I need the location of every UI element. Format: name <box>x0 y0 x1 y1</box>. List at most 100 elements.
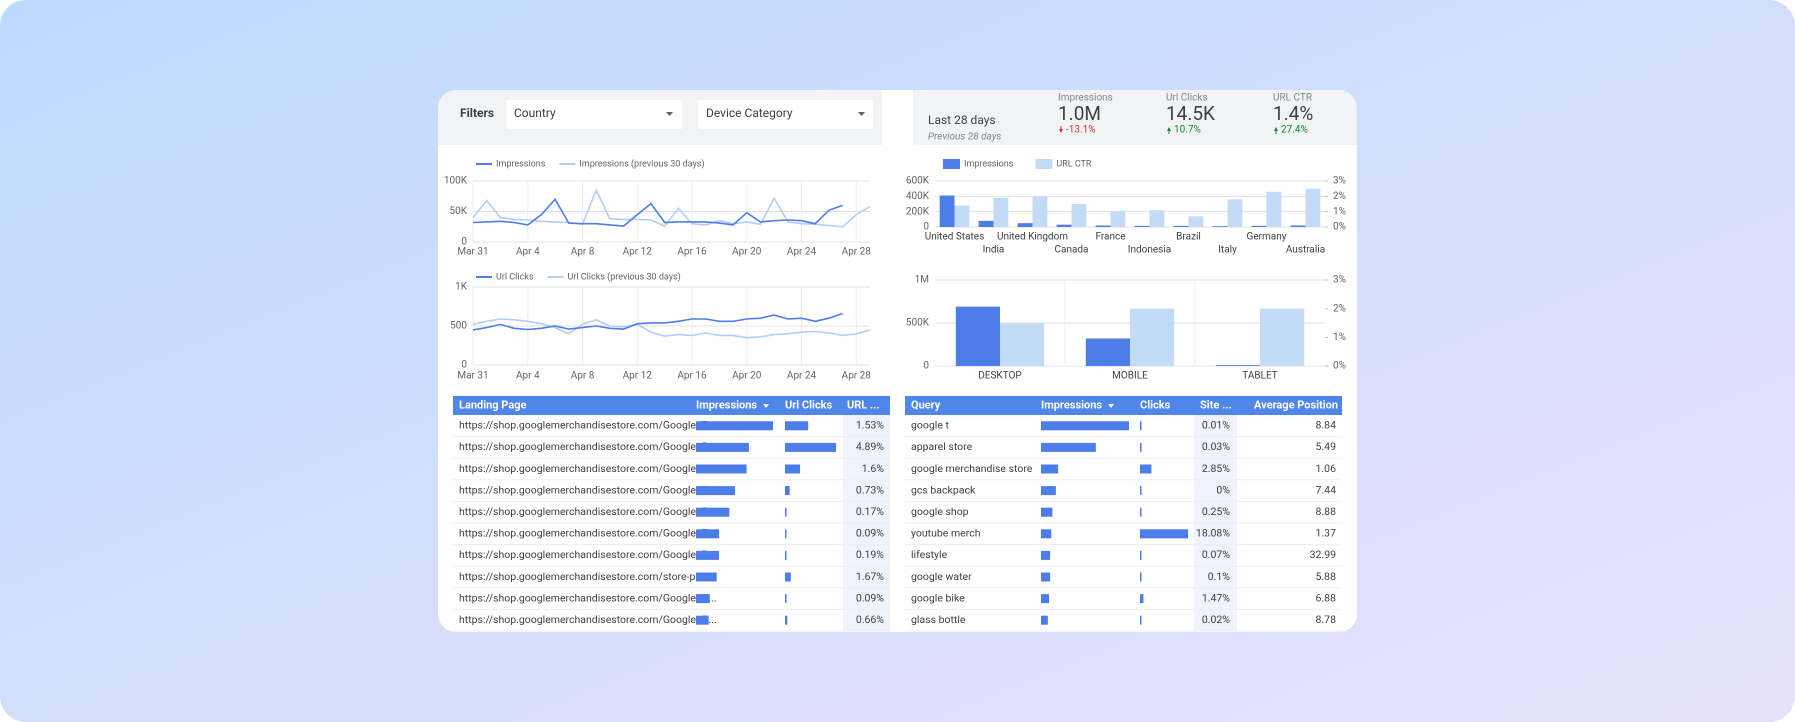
x-tick-label: Apr 4 <box>516 371 540 382</box>
table-cell: 1.67% <box>856 570 884 583</box>
metric-value: 14.5K <box>1166 102 1215 125</box>
table-cell: 0.25% <box>1202 505 1230 518</box>
legend-label: Impressions <box>964 159 1014 169</box>
bar <box>1085 338 1130 366</box>
x-tick-label: Apr 8 <box>571 371 595 382</box>
table-cell: 6.88 <box>1316 591 1337 604</box>
y-tick-label: 500 <box>450 321 467 332</box>
column-header[interactable]: Site ... <box>1200 398 1232 411</box>
table-bar <box>1140 594 1144 604</box>
column-header[interactable]: Average Position <box>1254 398 1338 411</box>
y-tick-label: 0 <box>461 237 467 248</box>
y2-tick-label: 3% <box>1333 176 1346 187</box>
table-cell: https://shop.googlemerchandisestore.com/… <box>459 527 717 540</box>
table-cell: apparel store <box>911 440 973 453</box>
column-header[interactable]: Impressions <box>696 398 757 411</box>
table-header <box>905 396 1342 415</box>
table-cell: 0.09% <box>856 527 884 540</box>
x-tick-label: Apr 28 <box>842 371 872 382</box>
table-cell: https://shop.googlemerchandisestore.com/… <box>459 548 717 561</box>
column-header[interactable]: Impressions <box>1041 398 1102 411</box>
table-cell: 0.09% <box>856 591 884 604</box>
table-cell: gcs backpack <box>911 483 976 496</box>
table-bar <box>1140 464 1152 474</box>
table-cell: 0.73% <box>856 483 884 496</box>
bar <box>1032 196 1048 227</box>
y-tick-label: 200K <box>906 206 930 217</box>
bar <box>993 197 1009 227</box>
sort-arrow <box>763 404 770 408</box>
table-cell: lifestyle <box>911 548 948 561</box>
table-bar <box>785 594 787 604</box>
table-cell: https://shop.googlemerchandisestore.com/… <box>459 591 717 604</box>
metric-change: 10.7% <box>1174 125 1201 136</box>
x-tick-label: Mar 31 <box>457 247 488 258</box>
table-cell: 8.78 <box>1316 613 1337 626</box>
y-tick-label: 0 <box>923 361 929 372</box>
metric-name: Impressions <box>1058 93 1113 104</box>
table-bar <box>785 421 809 431</box>
bar <box>1149 210 1165 227</box>
x-tick-label: United States <box>925 232 985 243</box>
country-dropdown[interactable] <box>507 100 682 129</box>
bar <box>955 306 1000 366</box>
content: Filters Country Device Category Last 28 day… <box>444 93 1346 632</box>
table-cell: glass bottle <box>911 613 966 626</box>
x-tick-label: Australia <box>1286 245 1325 256</box>
x-tick-label: Apr 20 <box>732 371 762 382</box>
y-tick-label: 500K <box>906 318 930 329</box>
table-bar <box>785 464 801 474</box>
table-bar <box>785 442 836 452</box>
table-bar <box>1140 507 1142 517</box>
table-bar <box>1140 529 1188 539</box>
table-bar <box>785 572 791 582</box>
dropdown-label: Country <box>514 106 556 120</box>
table-cell: google t <box>911 419 949 432</box>
filter-label: Filters <box>460 106 494 120</box>
period: Last 28 days <box>928 113 996 127</box>
dropdown-label: Device Category <box>706 106 793 120</box>
column-header[interactable]: Landing Page <box>459 398 526 411</box>
sort-arrow <box>1108 404 1115 408</box>
x-tick-label: Italy <box>1218 245 1237 256</box>
table-cell: 1.06 <box>1316 462 1337 475</box>
y-tick-label: 100K <box>444 176 468 187</box>
table-bar <box>696 572 717 582</box>
bar <box>1017 223 1033 227</box>
bar <box>1290 225 1306 227</box>
bar <box>1215 365 1260 366</box>
x-tick-label: TABLET <box>1242 371 1278 382</box>
metric-value: 1.4% <box>1273 102 1313 125</box>
x-tick-label: Apr 28 <box>842 247 872 258</box>
legend-label: URL CTR <box>1056 159 1092 169</box>
table-bar <box>1041 615 1048 625</box>
column-header[interactable]: URL ... <box>847 398 880 411</box>
table-bar <box>1140 572 1142 582</box>
x-tick-label: MOBILE <box>1112 371 1148 382</box>
table-cell: 0.07% <box>1202 548 1230 561</box>
table-cell: 0% <box>1216 483 1230 496</box>
bar <box>1134 225 1150 227</box>
bar <box>1071 204 1087 227</box>
column-header[interactable]: Url Clicks <box>785 398 833 411</box>
table-cell: 7.44 <box>1316 483 1337 496</box>
x-tick-label: Germany <box>1247 232 1287 243</box>
dashboard: Filters Country Device Category Last 28 day… <box>438 90 1357 632</box>
table-bar <box>696 507 730 517</box>
column-header[interactable]: Query <box>911 398 941 411</box>
line-series <box>472 188 871 228</box>
x-tick-label: France <box>1095 232 1125 243</box>
table-cell: https://shop.googlemerchandisestore.com/… <box>459 483 717 496</box>
table-cell: 8.84 <box>1316 419 1337 432</box>
table-cell: google water <box>911 570 972 583</box>
x-tick-label: United Kingdom <box>997 232 1068 243</box>
column-header[interactable]: Clicks <box>1140 398 1171 411</box>
x-tick-label: Apr 24 <box>787 371 817 382</box>
device-dropdown[interactable] <box>698 100 873 129</box>
trend-arrow <box>1274 127 1278 134</box>
table-bar <box>785 615 788 625</box>
table-bar <box>1140 615 1142 625</box>
x-tick-label: Apr 16 <box>677 247 707 258</box>
bar <box>1110 210 1126 227</box>
